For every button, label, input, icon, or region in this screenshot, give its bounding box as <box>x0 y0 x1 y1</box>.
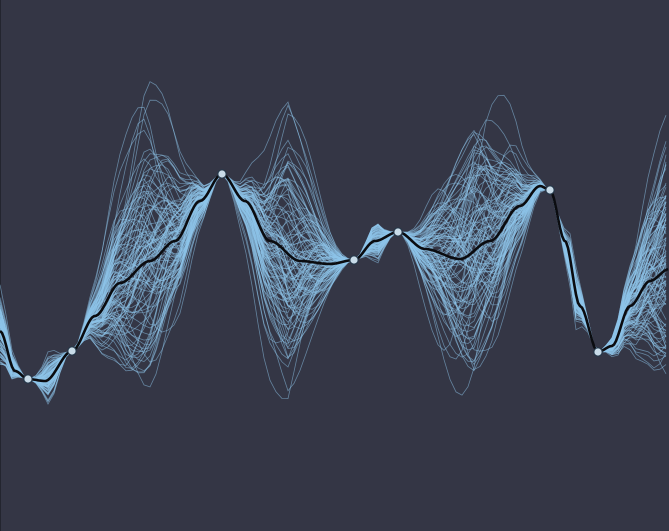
observation-points <box>23 169 603 384</box>
observation-point <box>545 185 555 195</box>
observation-point <box>593 347 603 357</box>
observation-point <box>393 227 403 237</box>
mean-curve-group <box>0 172 669 383</box>
observation-point <box>217 169 227 179</box>
observation-point <box>23 374 33 384</box>
observation-point <box>349 255 359 265</box>
mean-curve <box>0 172 669 383</box>
observation-point <box>67 346 77 356</box>
